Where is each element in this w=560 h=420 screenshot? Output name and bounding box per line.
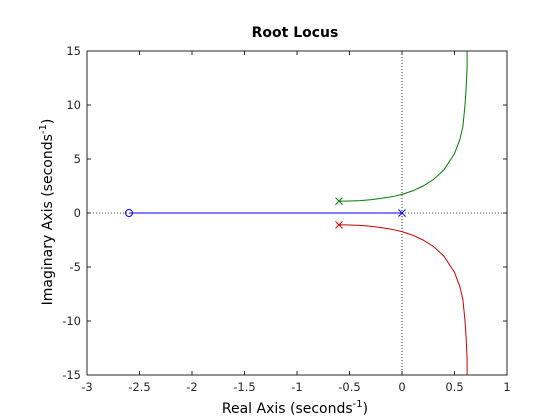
- x-tick-label: -1.5: [233, 380, 255, 394]
- pole-marker-stroke: [335, 197, 343, 205]
- x-axis-label: Real Axis (seconds-1): [222, 399, 368, 417]
- y-axis-label-main: Imaginary Axis (seconds: [40, 134, 56, 305]
- y-tick-label: 15: [66, 44, 81, 58]
- pole-marker-stroke: [335, 221, 343, 229]
- chart-title: Root Locus: [252, 25, 339, 41]
- x-tick-label: 0: [398, 380, 405, 394]
- pole-marker-stroke: [398, 209, 406, 217]
- pole-marker: [335, 221, 343, 229]
- zero-marker: [125, 209, 133, 217]
- pole-zero-markers: [125, 197, 406, 229]
- y-tick-label: -15: [62, 368, 81, 382]
- locus-branches: [129, 51, 468, 375]
- y-axis-label: Imaginary Axis (seconds-1): [38, 119, 56, 306]
- x-tick-label: 1: [503, 380, 510, 394]
- y-tick-label: 10: [66, 98, 81, 112]
- y-tick-label: 0: [74, 206, 81, 220]
- x-tick-label: -0.5: [338, 380, 360, 394]
- x-tick-label: 0.5: [445, 380, 463, 394]
- x-tick-label: -2.5: [128, 380, 150, 394]
- y-axis-label-close: ): [40, 119, 56, 124]
- y-tick-label: -10: [62, 314, 81, 328]
- axis-ticks: -3 -2.5 -2 -1.5 -1 -0.5 0 0.5 1 -15 -10 -5 0 5 10 15: [62, 44, 510, 394]
- y-axis-label-superscript: -1: [38, 124, 49, 134]
- x-axis-label-close: ): [363, 401, 368, 417]
- locus-upper-branch: [339, 51, 468, 202]
- x-axis-label-superscript: -1: [353, 399, 363, 410]
- y-tick-label: 5: [74, 152, 81, 166]
- x-axis-label-main: Real Axis (seconds: [222, 401, 353, 417]
- y-tick-label: -5: [70, 260, 81, 274]
- x-tick-label: -1: [291, 380, 302, 394]
- pole-marker: [335, 197, 343, 205]
- x-tick-label: -2: [186, 380, 197, 394]
- locus-lower-branch: [339, 224, 468, 375]
- x-tick-label: -3: [81, 380, 92, 394]
- pole-marker: [398, 209, 406, 217]
